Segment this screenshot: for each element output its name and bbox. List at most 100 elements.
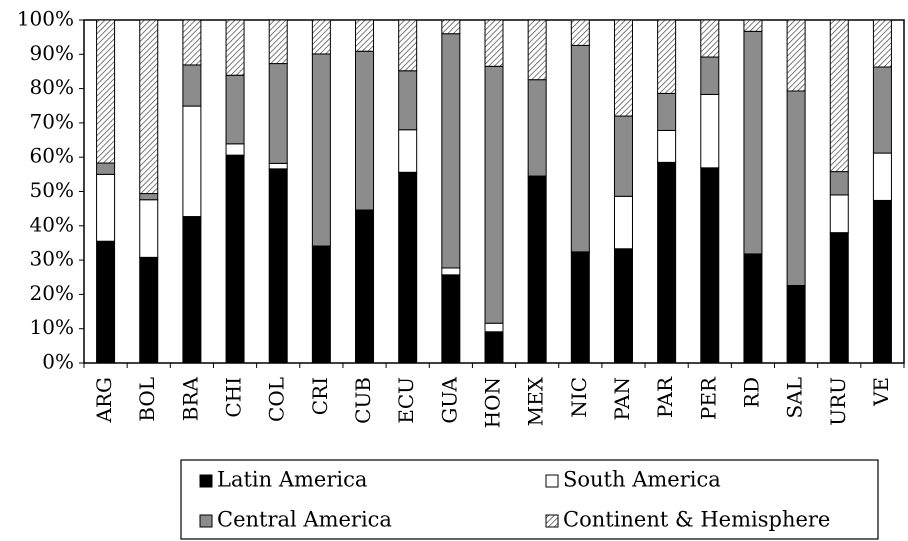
bar-ecu-latin-america <box>398 171 418 364</box>
bar-sal-continent-and-hemisphere <box>786 19 806 92</box>
bar-nic-central-america <box>570 44 590 253</box>
x-tick-label: URU <box>826 377 850 426</box>
legend-label-latin-america: Latin America <box>217 468 367 492</box>
bar-uru-south-america <box>829 194 849 234</box>
bar-bol-latin-america <box>139 256 159 364</box>
bar-uru-continent-and-hemisphere <box>829 19 849 173</box>
bar-rd-latin-america <box>743 253 763 364</box>
x-tick-label: COL <box>265 377 289 422</box>
y-tick-label: 100% <box>17 7 74 31</box>
x-tick-label: GUA <box>437 376 461 423</box>
bar-cri-latin-america <box>311 245 331 364</box>
bar-pan-central-america <box>613 115 633 197</box>
y-tick-label: 60% <box>30 144 74 168</box>
bar-bol-south-america <box>139 199 159 258</box>
x-axis: ARG BOL BRA CHI COL CRI CUB ECU GUA HON MEX NIC PAN P… <box>83 363 905 428</box>
legend: Latin America South America Central Americ… <box>180 459 879 540</box>
x-tick-label: ARG <box>92 377 116 423</box>
bar-ecu-central-america <box>398 70 418 131</box>
bar-hon-central-america <box>484 65 504 324</box>
legend-swatch-latin-america <box>199 474 213 488</box>
bar-ve-continent-and-hemisphere <box>872 19 892 68</box>
bar-col-central-america <box>268 63 288 164</box>
bar-col-continent-and-hemisphere <box>268 19 288 65</box>
x-tick-label: MEX <box>524 376 548 426</box>
bar-ve-latin-america <box>872 199 892 364</box>
bar-bra-continent-and-hemisphere <box>182 19 202 66</box>
bar-chi-latin-america <box>225 154 245 364</box>
bar-nic-continent-and-hemisphere <box>570 19 590 46</box>
y-tick-label: 70% <box>30 109 74 133</box>
bar-gua-central-america <box>441 33 461 269</box>
bar-arg-south-america <box>96 173 116 242</box>
x-tick-label: PAN <box>610 377 634 421</box>
bar-per-central-america <box>700 56 720 95</box>
bar-ecu-south-america <box>398 129 418 173</box>
bar-par-latin-america <box>657 161 677 364</box>
bar-per-latin-america <box>700 167 720 364</box>
bar-bol-central-america <box>139 193 159 201</box>
bar-chi-south-america <box>225 143 245 156</box>
bar-arg-continent-and-hemisphere <box>96 19 116 164</box>
y-tick-label: 0% <box>42 350 74 374</box>
x-tick-label: CRI <box>308 377 332 415</box>
bar-uru-central-america <box>829 171 849 196</box>
bar-nic-latin-america <box>570 251 590 364</box>
y-axis: 0% 10% 20% 30% 40% 50% 60% 70% 80% 90% 100% <box>17 7 84 374</box>
bar-bol-continent-and-hemisphere <box>139 19 159 195</box>
bar-col-south-america <box>268 162 288 170</box>
bar-mex-central-america <box>527 79 547 177</box>
legend-swatch-continent-and-hemisphere <box>545 514 559 528</box>
bar-rd-central-america <box>743 30 763 255</box>
x-tick-label: RD <box>739 377 763 408</box>
y-tick-label: 50% <box>30 178 74 202</box>
bar-pan-continent-and-hemisphere <box>613 19 633 117</box>
bar-ve-central-america <box>872 66 892 154</box>
x-tick-label: CUB <box>351 377 375 424</box>
bar-gua-latin-america <box>441 274 461 364</box>
bar-rd-continent-and-hemisphere <box>743 19 763 32</box>
bar-cub-latin-america <box>355 209 375 364</box>
y-tick-label: 30% <box>30 247 74 271</box>
bar-mex-continent-and-hemisphere <box>527 19 547 81</box>
legend-label-south-america: South America <box>563 468 721 492</box>
x-tick-label: VE <box>869 377 893 407</box>
bar-cri-central-america <box>311 53 331 247</box>
x-tick-label: PER <box>696 376 720 420</box>
bar-per-south-america <box>700 93 720 169</box>
bar-par-central-america <box>657 92 677 131</box>
x-tick-label: PAR <box>653 376 677 418</box>
bar-uru-latin-america <box>829 232 849 364</box>
bar-cub-central-america <box>355 50 375 211</box>
bar-gua-continent-and-hemisphere <box>441 19 461 35</box>
legend-swatch-central-america <box>199 514 213 528</box>
bar-pan-latin-america <box>613 248 633 364</box>
legend-label-continent-and-hemisphere: Continent & Hemisphere <box>563 508 830 532</box>
bar-chi-central-america <box>225 74 245 145</box>
bar-hon-latin-america <box>484 331 504 364</box>
bar-cri-continent-and-hemisphere <box>311 19 331 55</box>
legend-swatch-south-america <box>545 474 559 488</box>
bar-par-south-america <box>657 129 677 163</box>
x-tick-label: BRA <box>178 376 202 421</box>
y-tick-label: 90% <box>30 41 74 65</box>
y-tick-label: 20% <box>30 281 74 305</box>
bar-cub-continent-and-hemisphere <box>355 19 375 52</box>
bar-ecu-continent-and-hemisphere <box>398 19 418 72</box>
bar-bra-south-america <box>182 105 202 218</box>
bar-bra-latin-america <box>182 216 202 364</box>
x-tick-label: ECU <box>394 377 418 424</box>
legend-label-central-america: Central America <box>217 508 392 532</box>
bar-hon-south-america <box>484 322 504 333</box>
bar-pan-south-america <box>613 195 633 250</box>
bar-col-latin-america <box>268 168 288 364</box>
bar-ve-south-america <box>872 152 892 201</box>
legend-box <box>180 459 879 540</box>
bar-sal-latin-america <box>786 284 806 364</box>
bar-gua-south-america <box>441 267 461 276</box>
y-tick-label: 80% <box>30 75 74 99</box>
bar-per-continent-and-hemisphere <box>700 19 720 58</box>
bar-chi-continent-and-hemisphere <box>225 19 245 76</box>
x-tick-label: SAL <box>783 377 807 418</box>
